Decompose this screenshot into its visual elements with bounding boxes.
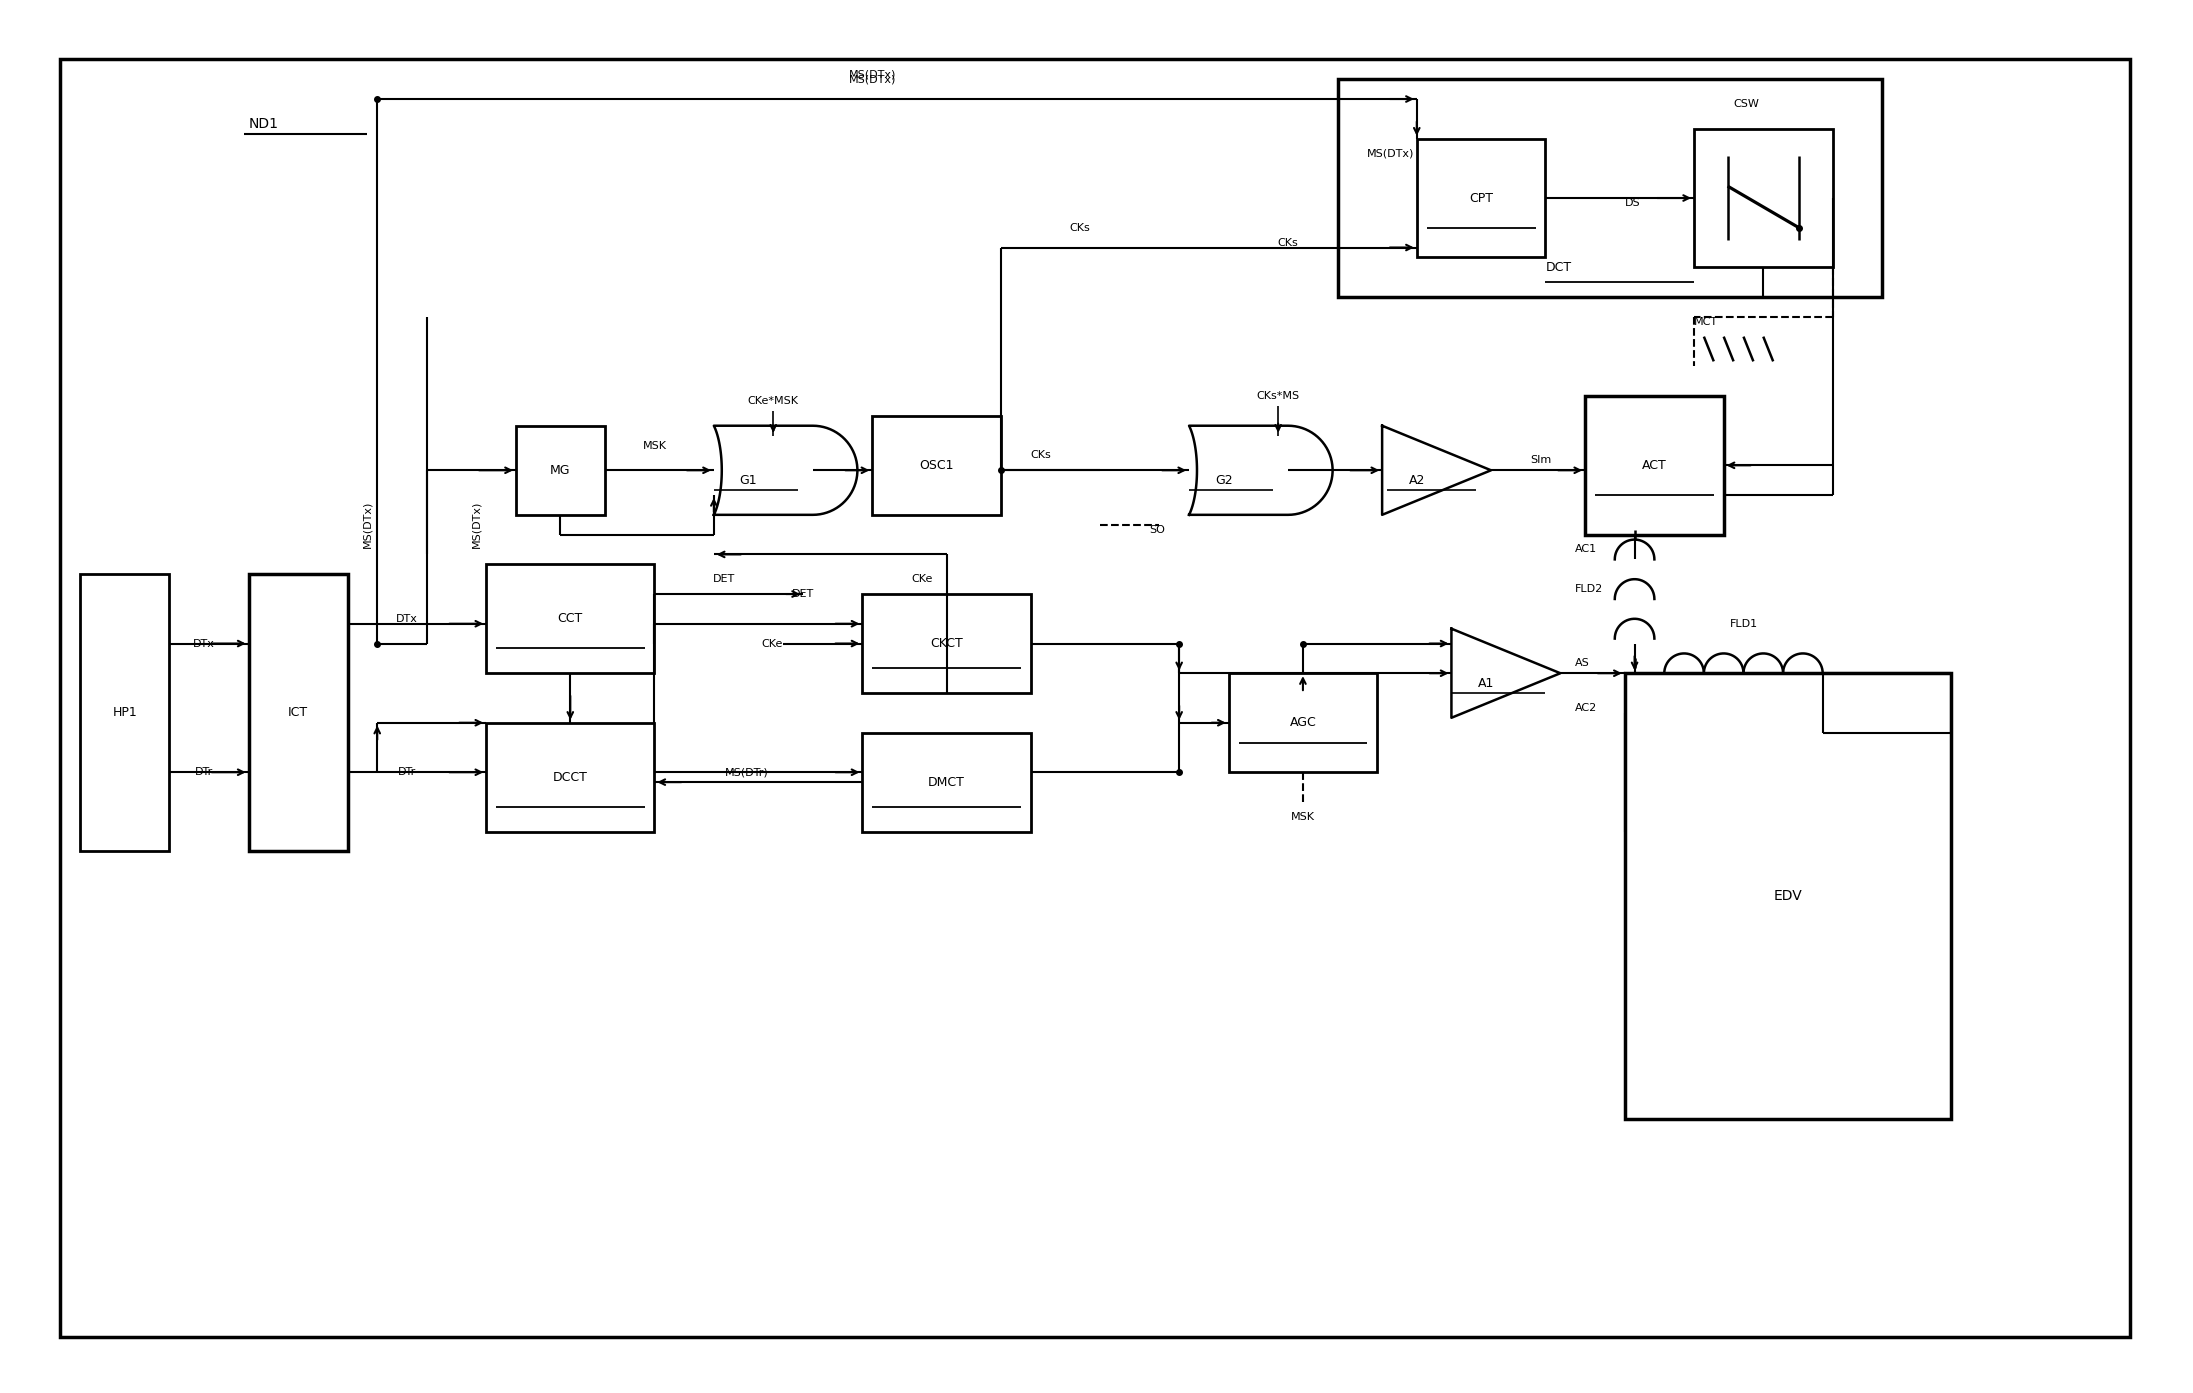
Bar <box>1586 396 1724 535</box>
Text: FLD2: FLD2 <box>1575 584 1603 593</box>
Text: A1: A1 <box>1478 677 1493 690</box>
Text: G1: G1 <box>739 474 757 486</box>
Bar <box>515 426 605 515</box>
Bar <box>1693 128 1833 267</box>
Text: MS(DTx): MS(DTx) <box>362 501 373 549</box>
Text: CPT: CPT <box>1469 191 1493 205</box>
Text: MS(DTx): MS(DTx) <box>471 501 480 549</box>
Text: CKe: CKe <box>761 638 783 649</box>
Text: DTx: DTx <box>397 614 419 624</box>
Text: ND1: ND1 <box>248 117 279 131</box>
Text: AC1: AC1 <box>1575 545 1597 554</box>
Text: MG: MG <box>550 464 570 476</box>
Text: AC2: AC2 <box>1575 703 1597 713</box>
Text: OSC1: OSC1 <box>919 458 954 472</box>
Text: AGC: AGC <box>1289 716 1316 730</box>
Bar <box>248 574 346 851</box>
Text: DS: DS <box>1625 198 1640 208</box>
Text: ICT: ICT <box>287 706 307 719</box>
Bar <box>873 417 1000 515</box>
Text: DCCT: DCCT <box>553 770 588 784</box>
Bar <box>1101 316 1625 554</box>
Text: MS(DTx): MS(DTx) <box>849 70 897 79</box>
Text: EDV: EDV <box>1774 889 1803 903</box>
Text: CKs: CKs <box>1070 223 1090 233</box>
Text: MSK: MSK <box>643 440 667 450</box>
Text: A2: A2 <box>1408 474 1425 486</box>
Bar <box>862 733 1031 832</box>
Text: MS(DTx): MS(DTx) <box>849 74 897 84</box>
Text: DCT: DCT <box>1546 260 1572 274</box>
Text: DET: DET <box>792 589 814 599</box>
Bar <box>487 723 654 832</box>
Bar <box>189 89 2011 1297</box>
Bar <box>81 574 169 851</box>
Text: MSK: MSK <box>1292 812 1316 822</box>
Text: G2: G2 <box>1215 474 1232 486</box>
Bar <box>862 593 1031 694</box>
Text: CKs*MS: CKs*MS <box>1257 391 1300 401</box>
Text: AS: AS <box>1575 659 1590 669</box>
Text: FLD1: FLD1 <box>1730 618 1757 628</box>
Text: DMCT: DMCT <box>928 776 965 788</box>
Text: CSW: CSW <box>1735 99 1759 109</box>
Text: CKCT: CKCT <box>930 637 963 651</box>
Bar <box>487 564 654 673</box>
Text: CCT: CCT <box>557 613 583 625</box>
Text: SIm: SIm <box>1531 456 1553 465</box>
Text: CKe*MSK: CKe*MSK <box>748 396 798 405</box>
Text: DTx: DTx <box>193 638 215 649</box>
Text: HP1: HP1 <box>112 706 138 719</box>
Text: SO: SO <box>1149 525 1164 535</box>
Bar <box>1625 673 1952 1119</box>
Bar <box>1228 673 1377 772</box>
Text: CKe: CKe <box>910 574 932 584</box>
Text: ACT: ACT <box>1643 458 1667 472</box>
Bar <box>1338 79 1882 297</box>
Text: MS(DTx): MS(DTx) <box>1366 149 1414 159</box>
Bar <box>428 316 1070 554</box>
Text: MCT: MCT <box>1693 316 1717 327</box>
Text: MS(DTr): MS(DTr) <box>724 768 768 777</box>
Text: DET: DET <box>713 574 735 584</box>
Text: DTr: DTr <box>195 768 213 777</box>
Text: CKs: CKs <box>1276 238 1298 248</box>
Bar <box>1417 139 1546 258</box>
Text: CKs: CKs <box>1031 450 1050 461</box>
Text: DTr: DTr <box>397 768 417 777</box>
